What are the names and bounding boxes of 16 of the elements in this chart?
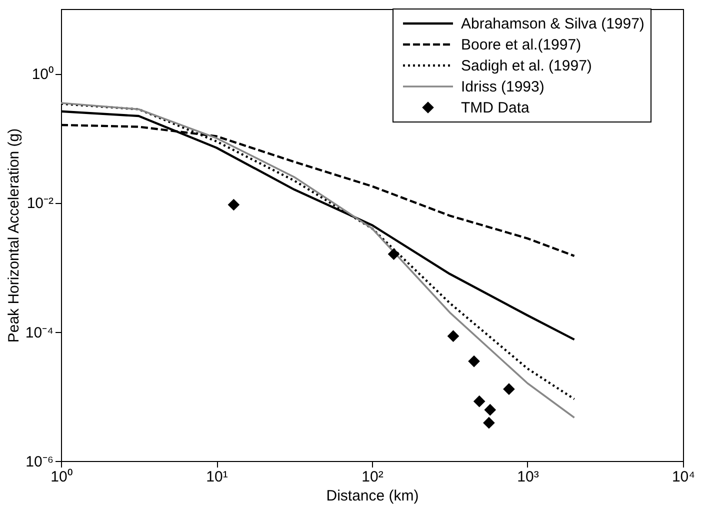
legend-label: Abrahamson & Silva (1997)	[461, 16, 644, 32]
legend-label: Sadigh et al. (1997)	[461, 58, 592, 74]
x-tick-label: 10⁰	[50, 468, 72, 486]
y-axis-title: Peak Horizontal Acceleration (g)	[5, 128, 22, 343]
y-tick-label: 10⁻²	[26, 195, 54, 212]
y-tick-label: 10⁰	[32, 66, 54, 84]
y-tick-label: 10⁻⁴	[25, 324, 54, 342]
legend-label: Boore et al.(1997)	[461, 36, 582, 54]
legend-label: TMD Data	[461, 100, 530, 116]
y-tick-label: 10⁻⁶	[26, 454, 54, 470]
x-tick-label: 10¹	[206, 468, 228, 486]
x-tick-label: 10³	[517, 468, 539, 486]
x-tick-label: 10²	[362, 468, 384, 486]
x-axis-title: Distance (km)	[326, 488, 419, 504]
x-tick-label: 10⁴	[672, 468, 696, 486]
legend-label: Idriss (1993)	[461, 78, 544, 96]
